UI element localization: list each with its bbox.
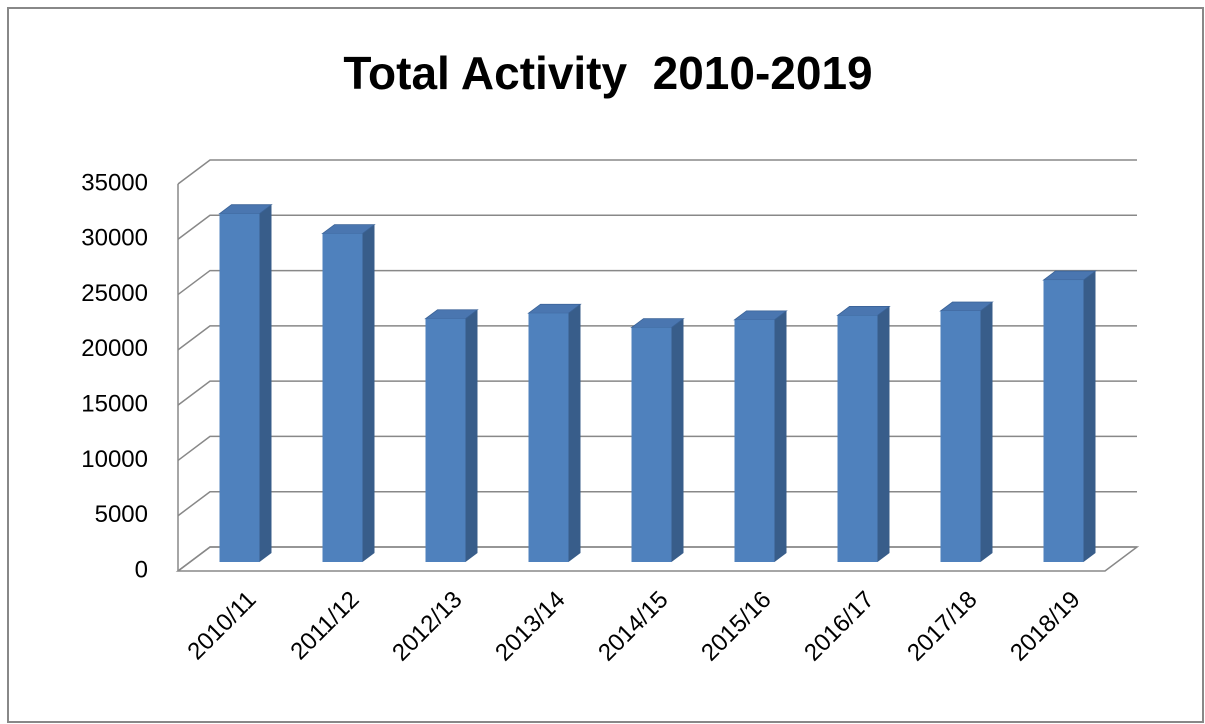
bar-side <box>774 310 787 562</box>
y-tick-label: 20000 <box>81 335 148 362</box>
grid-line <box>177 546 1137 572</box>
bar-group <box>218 204 273 562</box>
y-tick-label: 35000 <box>81 169 148 196</box>
bar-side <box>568 304 581 562</box>
bar-group <box>630 318 685 562</box>
y-tick-label: 25000 <box>81 280 148 307</box>
bar-side <box>465 309 478 562</box>
bar-group <box>424 309 479 562</box>
grid-line <box>177 435 1137 462</box>
bar-side <box>671 318 684 562</box>
chart-frame <box>7 7 1204 723</box>
y-tick-label: 5000 <box>95 501 148 528</box>
bar-side <box>362 224 375 563</box>
grid-line <box>177 159 1137 185</box>
bar-group <box>939 301 994 562</box>
bar-side <box>1083 271 1096 562</box>
chart-title: Total Activity 2010-2019 <box>343 47 872 99</box>
bar <box>631 327 672 562</box>
grid-line <box>177 490 1137 517</box>
bar <box>1043 280 1084 562</box>
bar <box>940 311 981 562</box>
bar <box>425 318 466 562</box>
y-tick-label: 0 <box>135 556 148 583</box>
grid-line <box>177 325 1137 351</box>
y-tick-label: 15000 <box>81 390 148 417</box>
bar-group <box>733 310 788 562</box>
bar-side <box>259 204 272 562</box>
y-tick-label: 10000 <box>81 446 148 473</box>
bar-side <box>877 306 890 562</box>
bar <box>322 233 363 563</box>
bar <box>734 319 775 562</box>
grid-line <box>177 269 1137 296</box>
y-tick-label: 30000 <box>81 225 148 252</box>
bar <box>528 313 569 562</box>
bar <box>837 315 878 562</box>
grid-line <box>177 214 1137 240</box>
bar-group <box>527 303 582 562</box>
grid-line <box>177 380 1137 406</box>
bar-group <box>1042 270 1097 562</box>
bar-side <box>980 302 993 562</box>
bar <box>219 213 260 562</box>
bar-group <box>836 306 891 562</box>
bar-group <box>321 224 376 563</box>
